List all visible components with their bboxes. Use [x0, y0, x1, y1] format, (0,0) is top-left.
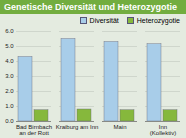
html-text:Genetische Diversität und Hete: Genetische Diversität und Heterozygotie	[4, 2, 177, 12]
svg-text:4.0: 4.0	[5, 58, 14, 64]
svg-text:Main: Main	[113, 124, 126, 130]
html-text:Heterozygotie: Heterozygotie	[136, 17, 180, 24]
svg-text:1.0: 1.0	[5, 103, 14, 109]
svg-text:2.0: 2.0	[5, 88, 14, 94]
svg-text:Bad Birnbachan der Rott: Bad Birnbachan der Rott	[16, 124, 52, 136]
svg-text:Inn(Kollektiv): Inn(Kollektiv)	[150, 124, 176, 136]
html-text:Diversität: Diversität	[89, 17, 119, 24]
svg-text:0.0: 0.0	[5, 118, 14, 124]
svg-text:Kraiburg am Inn: Kraiburg am Inn	[56, 124, 99, 130]
svg-text:6.0: 6.0	[5, 28, 14, 34]
svg-text:5.0: 5.0	[5, 43, 14, 49]
svg-text:3.0: 3.0	[5, 73, 14, 79]
